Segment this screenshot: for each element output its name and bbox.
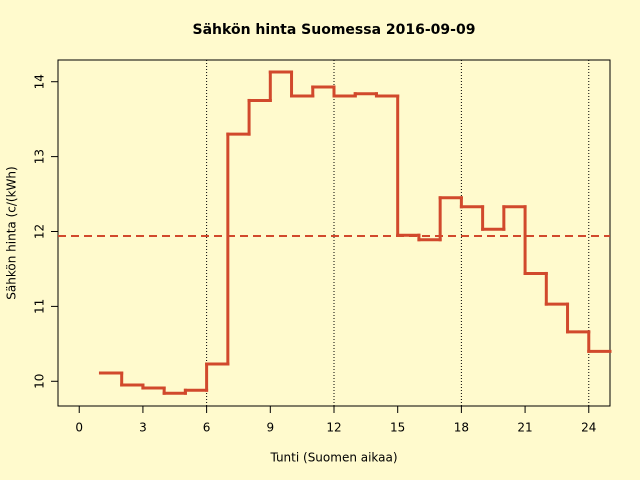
x-tick-label: 18 [454,421,469,435]
y-tick-label: 13 [33,149,47,164]
y-tick-label: 11 [33,299,47,314]
x-axis-label: Tunti (Suomen aikaa) [269,451,397,465]
x-tick-label: 9 [266,421,274,435]
y-axis-label: Sähkön hinta (c/(kWh) [5,166,19,299]
chart-title: Sähkön hinta Suomessa 2016-09-09 [193,22,476,38]
x-tick-label: 0 [75,421,83,435]
x-tick-label: 12 [326,421,341,435]
y-tick-label: 10 [33,374,47,389]
x-tick-label: 24 [581,421,596,435]
x-tick-label: 21 [517,421,532,435]
x-tick-label: 6 [203,421,211,435]
x-tick-label: 3 [139,421,147,435]
x-tick-label: 15 [390,421,405,435]
y-tick-label: 14 [33,74,47,89]
y-tick-label: 12 [33,224,47,239]
